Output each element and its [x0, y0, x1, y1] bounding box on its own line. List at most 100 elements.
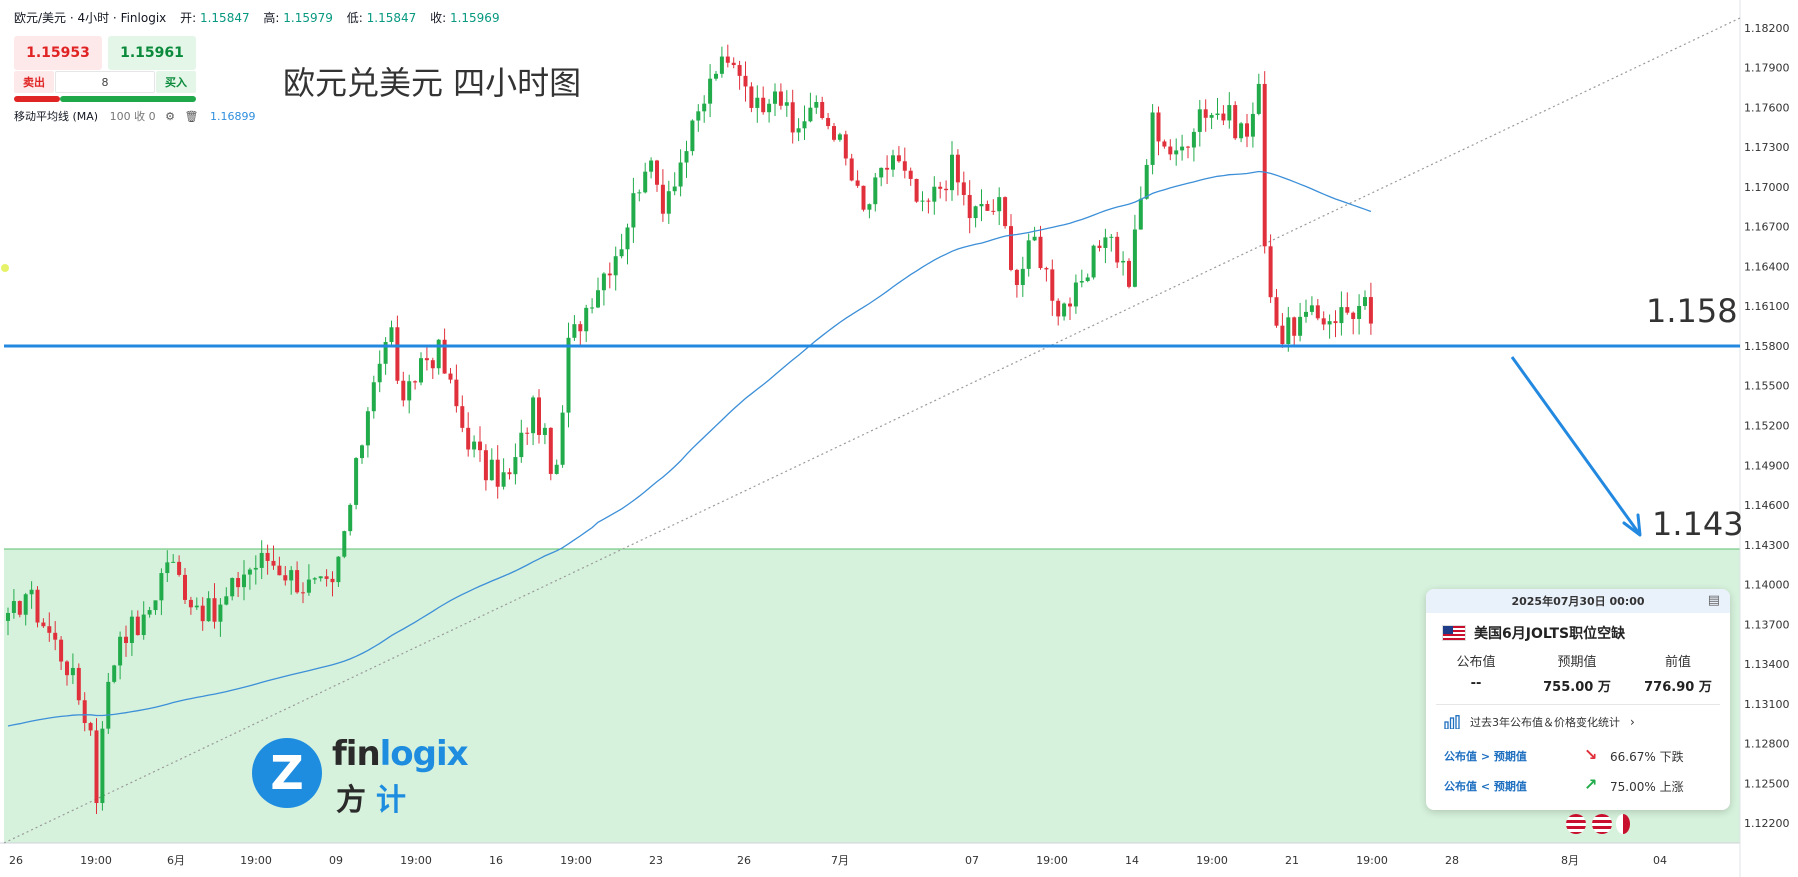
candle-body [206, 598, 211, 622]
candle-body [637, 192, 642, 194]
candle-body [1339, 307, 1344, 324]
y-tick-label: 1.14600 [1744, 499, 1790, 512]
sell-button[interactable]: 卖出 [14, 71, 54, 93]
candle-body [690, 120, 695, 152]
x-tick-label: 14 [1125, 854, 1139, 867]
x-tick-label: 8月 [1561, 854, 1579, 867]
buy-price-button[interactable]: 1.15961 [108, 36, 196, 70]
candle-body [295, 570, 300, 593]
candle-body [1262, 83, 1267, 247]
previous-column: 前值 776.90 万 [1628, 651, 1728, 695]
candle-body [731, 62, 736, 66]
candle-body [1245, 123, 1249, 137]
candle-body [702, 103, 707, 112]
y-axis: 1.18200 1.17900 1.17600 1.17300 1.17000 1.167… [1744, 22, 1790, 830]
settings-icon[interactable]: ⚙ [165, 110, 175, 123]
candle-body [1044, 268, 1049, 270]
trend-up-icon: ↗ [1584, 775, 1598, 794]
candle-body [330, 578, 335, 583]
x-tick-label: 26 [737, 854, 751, 867]
candle-body [1250, 113, 1255, 137]
candle-body [135, 616, 140, 636]
candle-body [1215, 113, 1220, 116]
candle-body [790, 102, 795, 133]
candle-body [820, 101, 825, 118]
candle-body [17, 601, 22, 615]
open-label: 开: [180, 11, 197, 25]
x-tick-label: 16 [489, 854, 503, 867]
candle-body [454, 379, 459, 407]
candle-body [714, 73, 718, 79]
ma-name: 移动平均线 (MA) [14, 110, 99, 123]
candle-body [1345, 307, 1350, 313]
candle-body [767, 103, 772, 113]
candle-body [501, 472, 506, 487]
candle-body [466, 427, 471, 450]
event-flags[interactable] [1566, 812, 1636, 834]
candle-body [183, 574, 187, 600]
trend-line [3, 17, 1741, 844]
candle-body [413, 381, 418, 383]
ma-legend[interactable]: 移动平均线 (MA) 100 收 0 ⚙ 🗑 1.16899 [14, 108, 255, 124]
candle-body [283, 575, 288, 581]
candle-body [749, 86, 754, 108]
ca-flag-icon[interactable] [1616, 814, 1630, 834]
candle-body [578, 324, 583, 332]
x-tick-label: 7月 [831, 854, 849, 867]
candle-body [584, 307, 589, 332]
candle-body [1115, 236, 1120, 263]
candle-body [188, 599, 193, 608]
candle-body [631, 193, 636, 228]
symbol-header: 欧元/美元 · 4小时 · Finlogix 开: 1.15847 高: 1.1… [14, 9, 500, 26]
us-flag-icon[interactable] [1592, 814, 1612, 834]
delete-icon[interactable]: 🗑 [184, 110, 199, 123]
sell-price-button[interactable]: 1.15953 [14, 36, 102, 70]
actual-label: 公布值 [1456, 655, 1496, 670]
candle-body [389, 327, 394, 343]
y-tick-label: 1.14300 [1744, 539, 1790, 552]
candle-body [542, 427, 547, 435]
candle-body [938, 186, 943, 189]
y-tick-label: 1.17900 [1744, 62, 1790, 75]
quantity-input[interactable]: 8 [55, 71, 155, 93]
candle-body [920, 200, 925, 202]
high-label: 高: [263, 11, 280, 25]
candle-body [1097, 245, 1102, 248]
us-flag-icon[interactable] [1566, 814, 1586, 834]
candle-body [979, 204, 984, 207]
candle-body [537, 397, 541, 435]
candle-body [784, 102, 789, 106]
candle-body [1209, 115, 1214, 118]
candle-body [548, 427, 553, 474]
x-tick-label: 09 [329, 854, 343, 867]
stat-row-above: 公布值 > 预期值 ↘ 66.67% 下跌 [1444, 745, 1684, 764]
buy-button[interactable]: 买入 [156, 71, 196, 93]
candle-body [88, 723, 93, 731]
y-tick-label: 1.17300 [1744, 141, 1790, 154]
close-label: 收: [430, 11, 447, 25]
stats-link[interactable]: 过去3年公布值＆价格变化统计 › [1444, 714, 1635, 730]
candle-body [932, 186, 937, 202]
high-value: 1.15979 [283, 11, 333, 25]
y-tick-label: 1.12500 [1744, 777, 1790, 790]
ma-value: 1.16899 [209, 110, 256, 123]
candle-body [1056, 300, 1061, 317]
candle-body [35, 589, 40, 623]
candle-body [1203, 109, 1208, 118]
candle-body [76, 667, 81, 701]
candle-body [855, 180, 860, 186]
candle-body [65, 661, 69, 676]
candle-body [1280, 325, 1285, 345]
trend-down-icon: ↘ [1584, 745, 1598, 764]
stat-row-below-label: 公布值 < 预期值 [1444, 780, 1527, 793]
clipboard-icon[interactable]: ▤ [1707, 593, 1720, 608]
candle-body [112, 665, 117, 682]
candle-body [106, 681, 111, 729]
candle-body [1227, 105, 1232, 121]
y-tick-label: 1.16400 [1744, 260, 1790, 273]
economic-event-card[interactable]: 2025年07月30日 00:00 ▤ 美国6月JOLTS职位空缺 公布值 --… [1426, 589, 1730, 810]
candle-body [861, 185, 866, 210]
x-tick-label: 26 [9, 854, 23, 867]
candle-body [472, 441, 477, 450]
y-tick-label: 1.16100 [1744, 300, 1790, 313]
